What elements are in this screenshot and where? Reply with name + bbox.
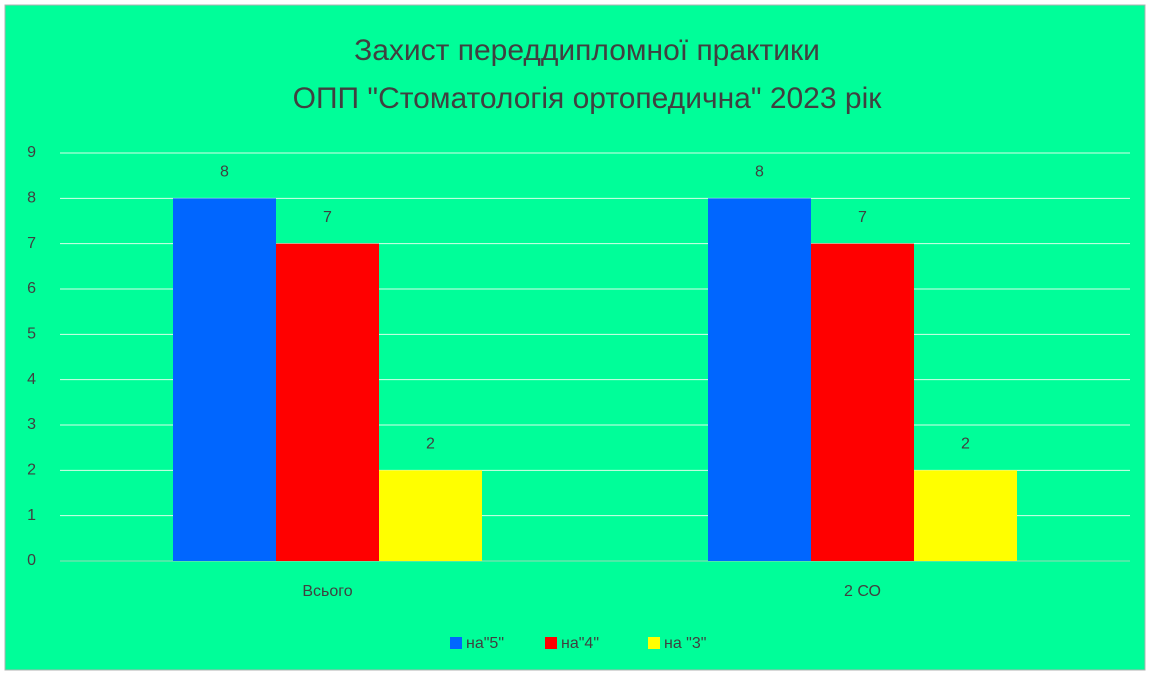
legend-swatch bbox=[648, 637, 660, 649]
legend-label: на "3" bbox=[664, 635, 706, 652]
y-tick-label: 6 bbox=[27, 280, 36, 297]
y-tick-label: 2 bbox=[27, 462, 36, 479]
data-label: 8 bbox=[220, 164, 229, 181]
data-label: 7 bbox=[323, 209, 332, 226]
y-tick-label: 5 bbox=[27, 326, 36, 343]
y-tick-label: 9 bbox=[27, 144, 36, 161]
bar bbox=[173, 198, 276, 562]
bar bbox=[276, 243, 379, 561]
x-tick-label: Всього bbox=[302, 583, 352, 600]
y-tick-label: 3 bbox=[27, 416, 36, 433]
bar bbox=[914, 470, 1017, 561]
y-tick-label: 0 bbox=[27, 552, 36, 569]
bar bbox=[379, 470, 482, 561]
legend-swatch bbox=[545, 637, 557, 649]
y-tick-label: 1 bbox=[27, 507, 36, 524]
y-tick-label: 8 bbox=[27, 190, 36, 207]
chart-title: Захист переддипломної практики bbox=[354, 34, 820, 67]
legend-label: на"5" bbox=[466, 635, 504, 652]
y-tick-label: 7 bbox=[27, 235, 36, 252]
data-label: 2 bbox=[961, 436, 970, 453]
legend-label: на"4" bbox=[561, 635, 599, 652]
y-tick-label: 4 bbox=[27, 371, 36, 388]
x-tick-label: 2 СО bbox=[844, 583, 881, 600]
chart-title: ОПП "Стоматологія ортопедична" 2023 рік bbox=[293, 82, 883, 115]
data-label: 2 bbox=[426, 436, 435, 453]
bar bbox=[708, 198, 811, 562]
legend-swatch bbox=[450, 637, 462, 649]
data-label: 7 bbox=[858, 209, 867, 226]
bar bbox=[811, 243, 914, 561]
data-label: 8 bbox=[755, 164, 764, 181]
